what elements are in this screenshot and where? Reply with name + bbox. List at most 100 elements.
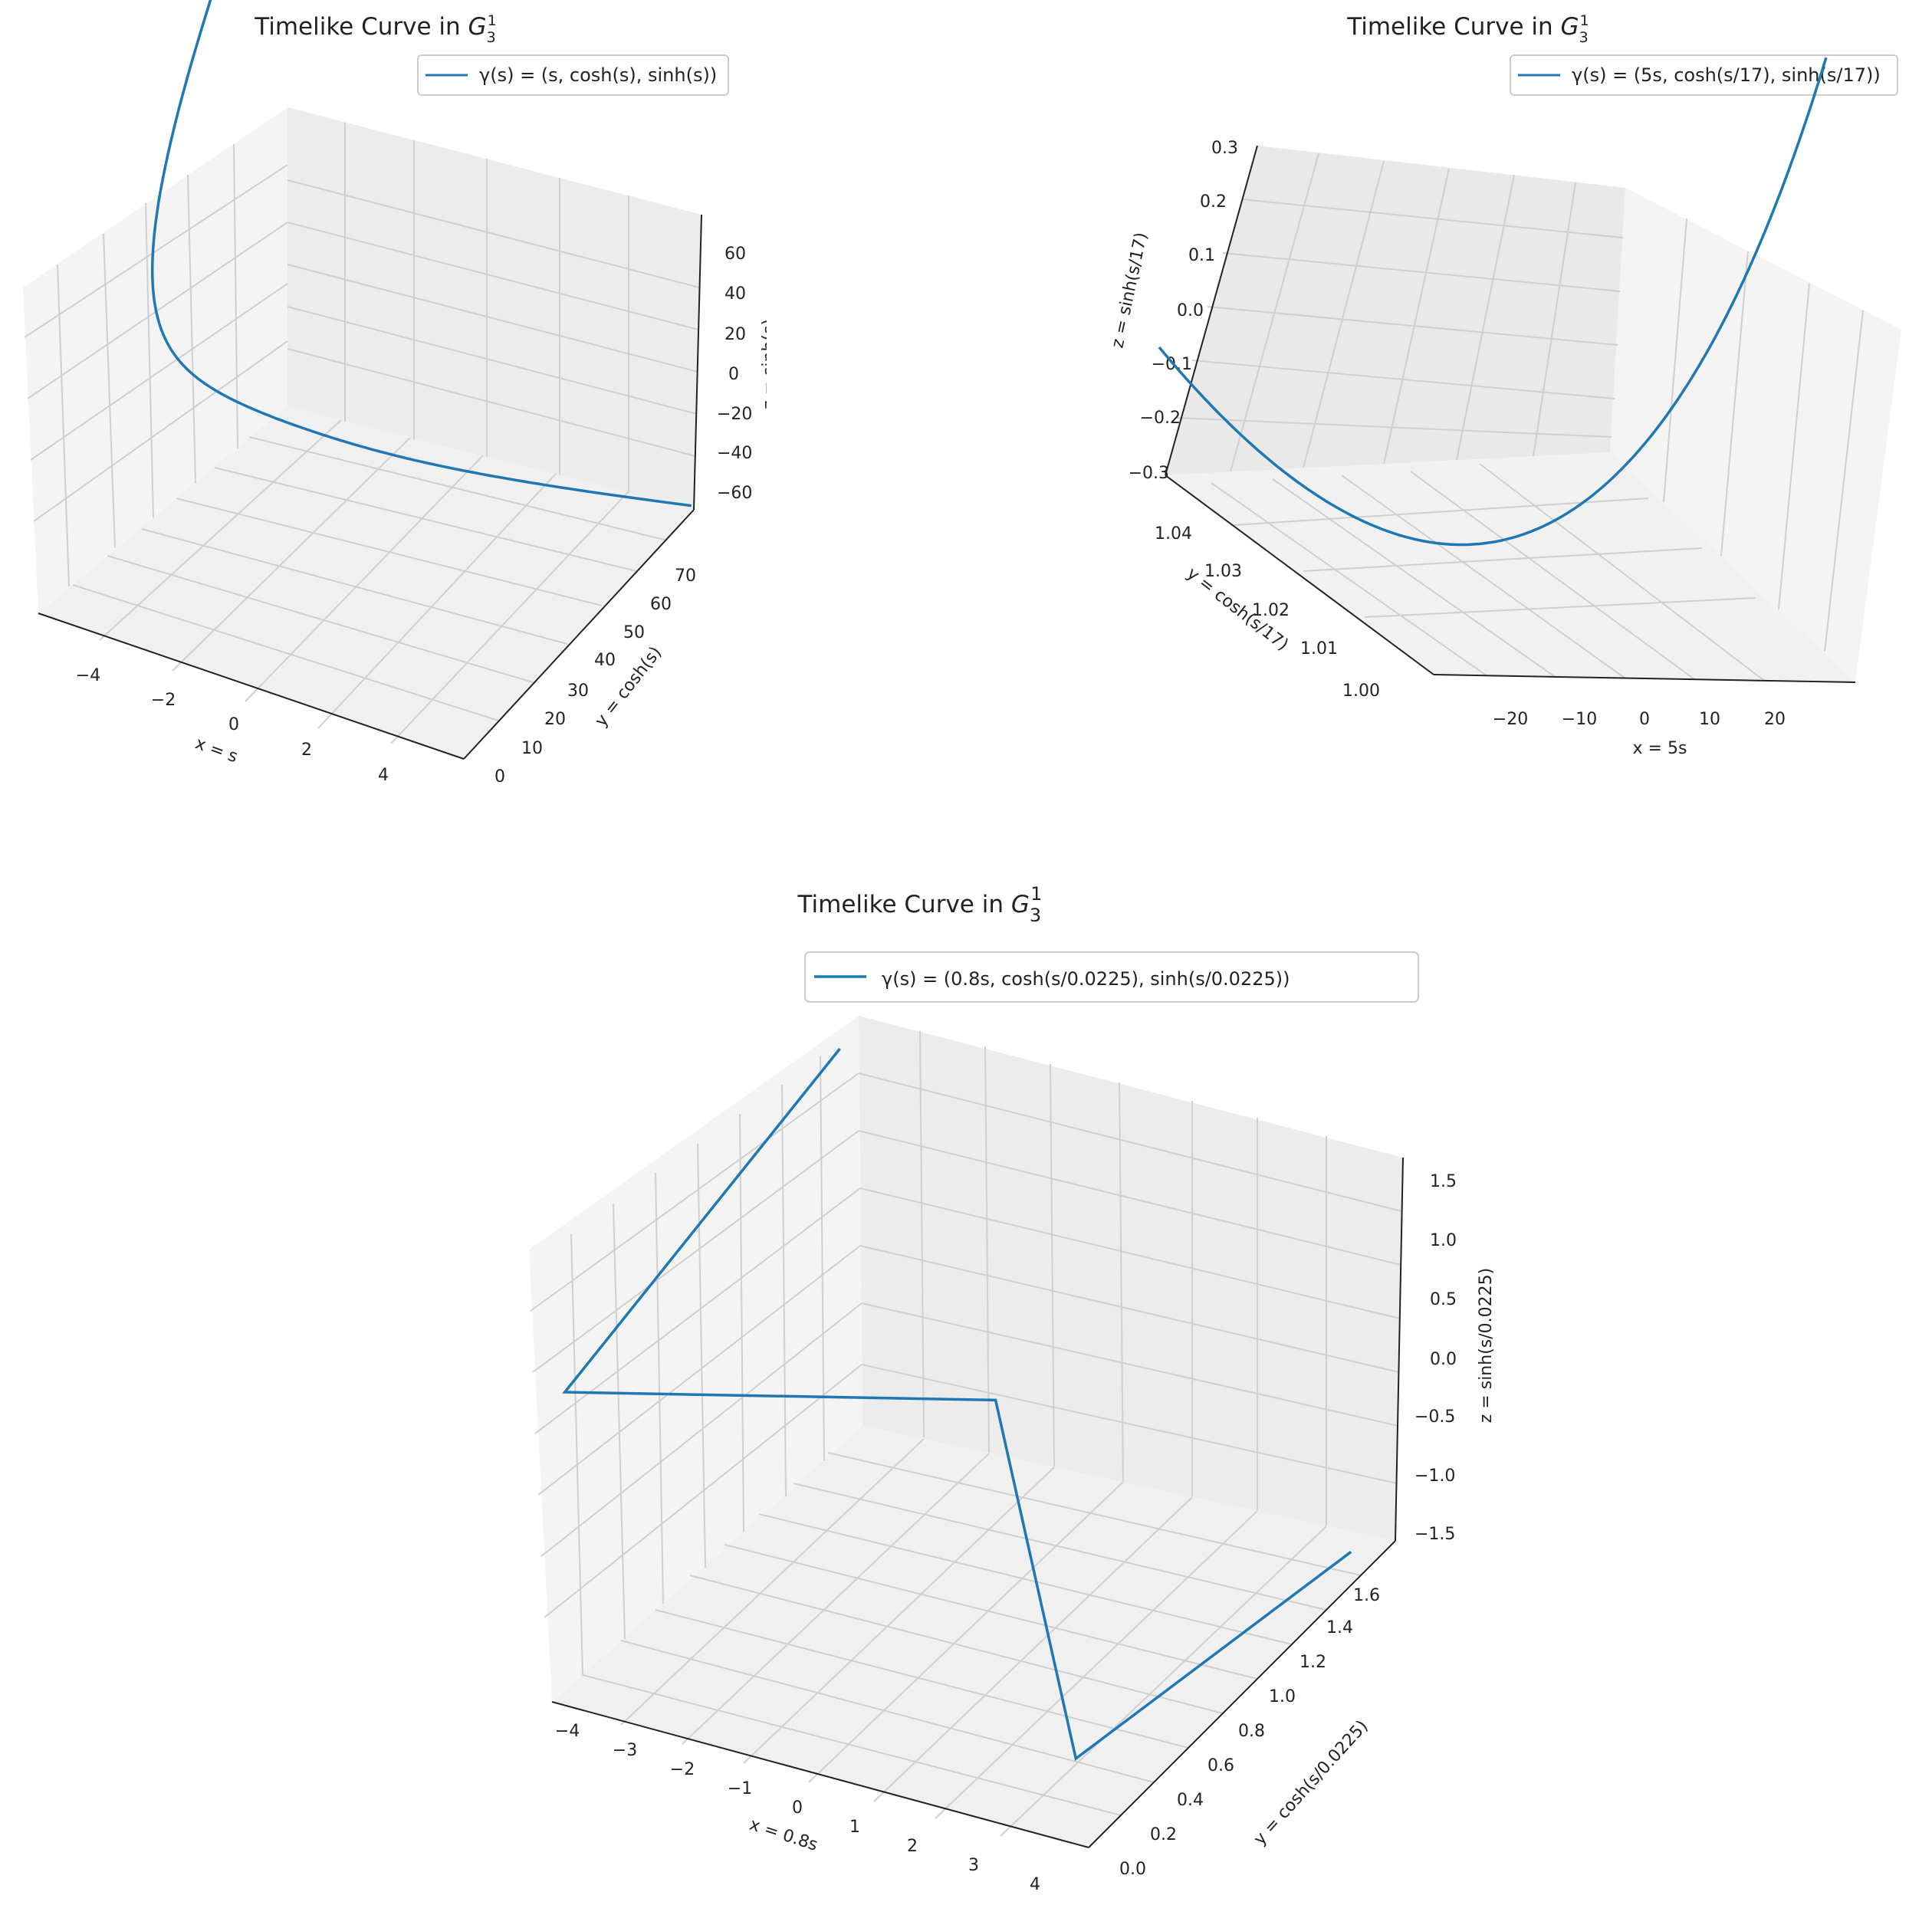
svg-text:2: 2: [301, 741, 312, 760]
svg-text:0.1: 0.1: [1188, 246, 1215, 265]
back-pane: [1165, 146, 1625, 475]
svg-text:20: 20: [1764, 710, 1786, 729]
svg-text:50: 50: [623, 623, 645, 642]
svg-text:10: 10: [521, 739, 543, 758]
z-axis-label: z = sinh(s): [760, 319, 767, 409]
svg-text:−20: −20: [1493, 710, 1528, 729]
svg-text:60: 60: [724, 245, 746, 264]
svg-text:20: 20: [724, 325, 746, 344]
svg-text:10: 10: [1699, 710, 1720, 729]
axes-lines: [551, 1157, 1404, 1848]
svg-text:60: 60: [650, 595, 672, 614]
svg-text:40: 40: [594, 651, 616, 670]
svg-text:−0.1: −0.1: [1152, 355, 1192, 374]
svg-text:0: 0: [1639, 710, 1650, 729]
svg-text:0.0: 0.0: [1119, 1860, 1146, 1879]
z-tick-labels: 60 40 20 0 −20 −40 −60: [717, 245, 752, 503]
x-tick-labels: −4 −2 0 2 4: [76, 666, 389, 785]
axes-lines: [1165, 145, 1856, 683]
series-line: [1158, 57, 1828, 547]
svg-text:−60: −60: [717, 484, 752, 503]
chart-title: Timelike Curve in G31: [254, 12, 497, 46]
grid: [1176, 153, 1864, 681]
chart-title: Timelike Curve in G31: [1346, 12, 1589, 46]
svg-text:−1.0: −1.0: [1414, 1467, 1455, 1486]
svg-text:1.5: 1.5: [1430, 1172, 1457, 1191]
chart-title: Timelike Curve in G31: [797, 883, 1043, 926]
z-axis-label: z = sinh(s/17): [1108, 231, 1151, 350]
chart-top-left: Timelike Curve in G31 γ(s) = (s, cosh(s)…: [23, 0, 767, 787]
y-tick-labels: 0 10 20 30 40 50 60 70: [495, 567, 696, 787]
legend: γ(s) = (0.8s, cosh(s/0.0225), sinh(s/0.0…: [804, 951, 1419, 1003]
svg-text:−1.5: −1.5: [1414, 1525, 1455, 1544]
side-pane: [1610, 188, 1901, 682]
svg-text:0: 0: [792, 1798, 803, 1818]
svg-text:40: 40: [724, 284, 746, 304]
chart-bottom: Timelike Curve in G31 γ(s) = (0.8s, cosh…: [529, 883, 1496, 1894]
svg-text:0.0: 0.0: [1177, 301, 1204, 320]
svg-text:0.3: 0.3: [1211, 139, 1238, 158]
series-line: [562, 1047, 1352, 1762]
svg-text:2: 2: [907, 1837, 918, 1856]
svg-text:−4: −4: [555, 1722, 580, 1741]
svg-text:0.5: 0.5: [1430, 1290, 1457, 1309]
grid: [24, 123, 700, 744]
svg-text:−20: −20: [717, 405, 752, 424]
svg-text:−3: −3: [613, 1741, 637, 1760]
chart-top-right: Timelike Curve in G31 γ(s) = (5s, cosh(s…: [1108, 12, 1901, 758]
svg-text:1.01: 1.01: [1300, 639, 1338, 659]
svg-text:1.03: 1.03: [1204, 562, 1242, 581]
svg-text:0: 0: [728, 365, 739, 384]
svg-text:0.4: 0.4: [1177, 1791, 1204, 1810]
svg-text:20: 20: [544, 710, 566, 729]
side-pane: [529, 1016, 863, 1702]
y-tick-labels: 1.04 1.03 1.02 1.01 1.00: [1155, 524, 1380, 701]
svg-text:1.0: 1.0: [1430, 1231, 1457, 1250]
svg-text:0.6: 0.6: [1208, 1756, 1234, 1775]
svg-text:0.2: 0.2: [1150, 1825, 1177, 1844]
floor-pane: [1165, 452, 1855, 682]
svg-text:−2: −2: [151, 691, 176, 710]
svg-text:−0.5: −0.5: [1414, 1407, 1455, 1427]
floor-pane: [552, 1426, 1395, 1848]
legend-label: γ(s) = (s, cosh(s), sinh(s)): [479, 64, 717, 86]
svg-text:−4: −4: [76, 666, 100, 685]
svg-text:0: 0: [228, 715, 239, 734]
legend: γ(s) = (s, cosh(s), sinh(s)): [417, 54, 729, 96]
svg-text:0: 0: [495, 767, 505, 787]
grid: [530, 1030, 1402, 1837]
x-axis-label: x = s: [192, 734, 240, 767]
axes-lines: [38, 214, 702, 760]
svg-text:1.6: 1.6: [1353, 1586, 1380, 1605]
svg-text:3: 3: [968, 1856, 979, 1875]
x-axis-label: x = 0.8s: [747, 1815, 820, 1855]
svg-text:70: 70: [675, 567, 696, 586]
y-axis-label: y = cosh(s/0.0225): [1250, 1716, 1372, 1848]
y-tick-labels: 0.0 0.2 0.4 0.6 0.8 1.0 1.2 1.4 1.6: [1119, 1586, 1380, 1879]
svg-text:0.8: 0.8: [1238, 1722, 1265, 1741]
svg-text:1.4: 1.4: [1326, 1618, 1353, 1637]
floor-pane: [38, 406, 694, 759]
svg-text:1.02: 1.02: [1252, 601, 1290, 620]
legend: γ(s) = (5s, cosh(s/17), sinh(s/17)): [1510, 54, 1898, 96]
svg-text:1.00: 1.00: [1342, 682, 1380, 701]
svg-text:30: 30: [567, 682, 589, 701]
x-tick-labels: −20 −10 0 10 20: [1493, 710, 1786, 729]
svg-text:1: 1: [849, 1818, 860, 1837]
z-axis-label: z = sinh(s/0.0225): [1477, 1268, 1496, 1423]
series-line: [150, 0, 692, 507]
legend-label: γ(s) = (5s, cosh(s/17), sinh(s/17)): [1572, 64, 1881, 86]
side-pane: [23, 107, 288, 613]
svg-text:0.0: 0.0: [1430, 1350, 1457, 1369]
svg-text:−2: −2: [670, 1760, 695, 1779]
z-tick-labels: 0.3 0.2 0.1 0.0 −0.1 −0.2 −0.3: [1129, 139, 1238, 483]
svg-text:−0.3: −0.3: [1129, 464, 1169, 483]
x-tick-labels: −4 −3 −2 −1 0 1 2 3 4: [555, 1722, 1040, 1894]
svg-text:0.2: 0.2: [1200, 192, 1227, 212]
svg-text:1.04: 1.04: [1155, 524, 1192, 544]
svg-text:−40: −40: [717, 444, 752, 463]
svg-text:4: 4: [378, 766, 389, 785]
svg-text:1.0: 1.0: [1269, 1687, 1296, 1706]
svg-text:−10: −10: [1562, 710, 1597, 729]
legend-label: γ(s) = (0.8s, cosh(s/0.0225), sinh(s/0.0…: [882, 968, 1290, 990]
